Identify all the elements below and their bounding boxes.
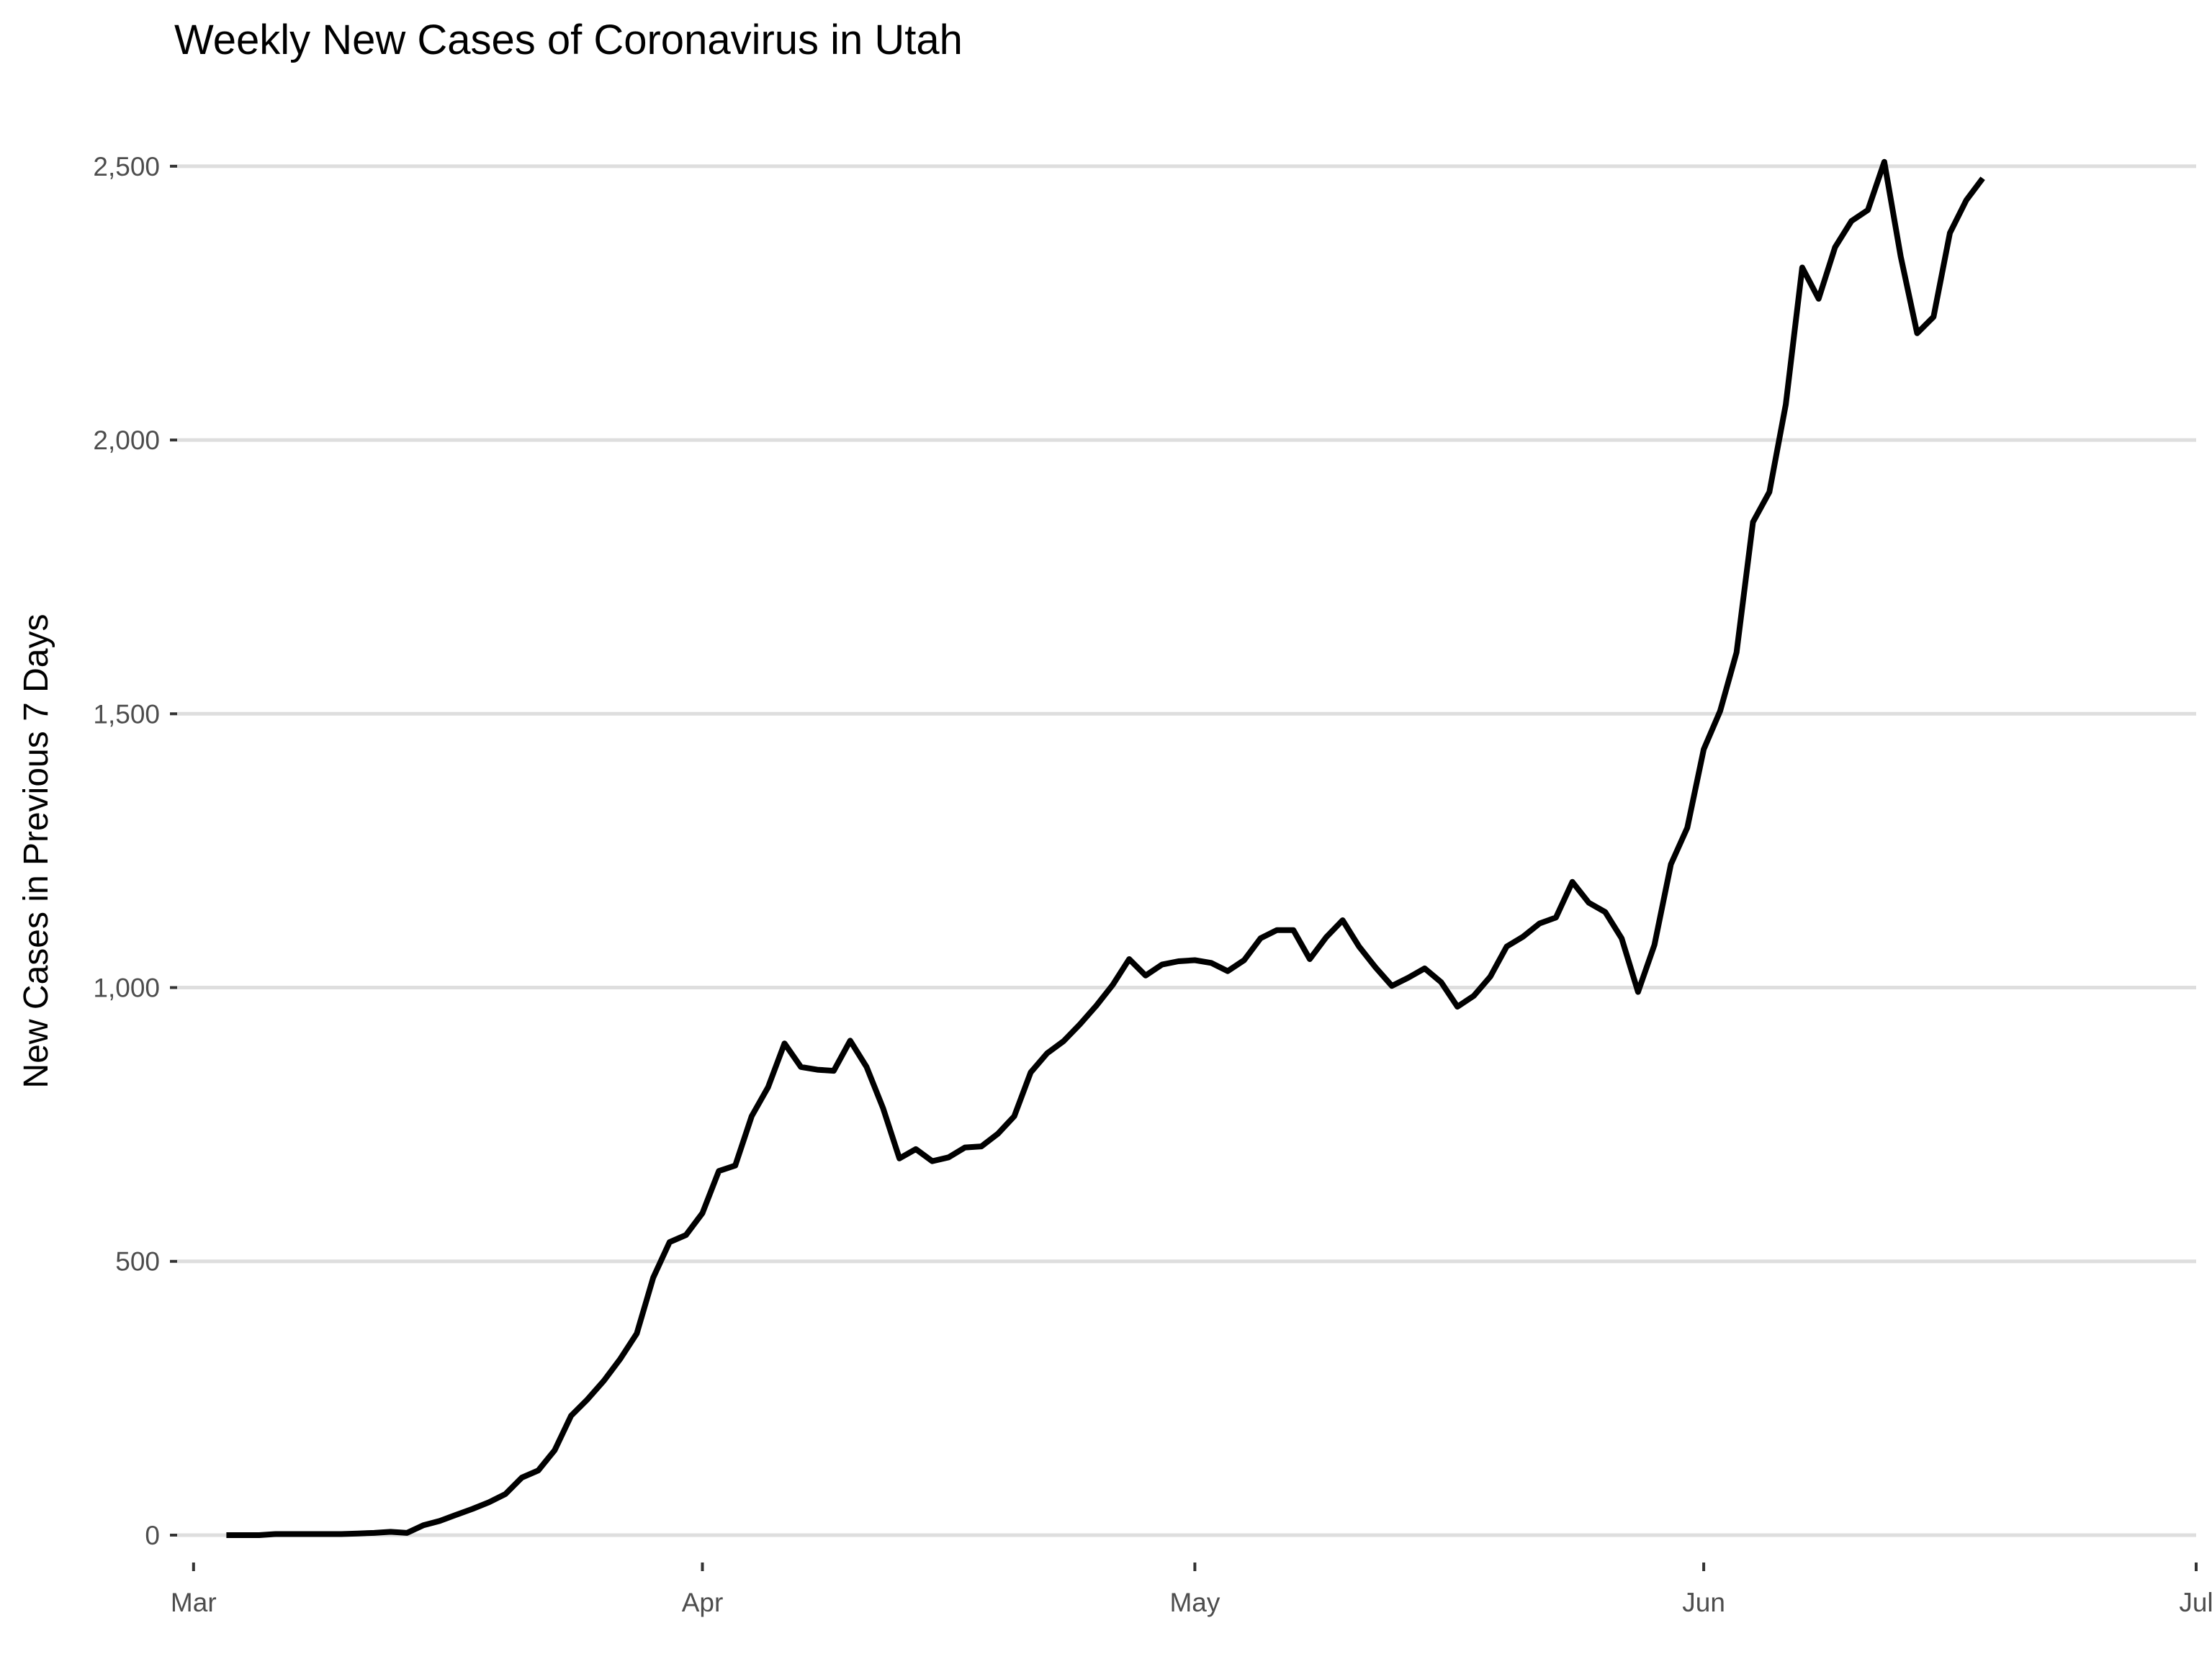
x-tick-label: Jun <box>1682 1588 1725 1617</box>
chart-title: Weekly New Cases of Coronavirus in Utah <box>174 17 963 63</box>
series-layer <box>226 158 1985 1538</box>
axis-ticks <box>170 164 2198 1571</box>
x-tick-labels: Mar Apr May Jun Jul <box>171 1588 2212 1617</box>
y-tick-label: 0 <box>145 1521 160 1550</box>
y-axis-label: New Cases in Previous 7 Days <box>17 614 55 1089</box>
x-tick-label: May <box>1169 1588 1220 1617</box>
x-tick-label: Jul <box>2179 1588 2212 1617</box>
x-tick-label: Apr <box>682 1588 724 1617</box>
y-tick-label: 2,000 <box>93 426 160 455</box>
series-line <box>226 158 1985 1538</box>
grid-lines <box>177 164 2196 1537</box>
y-tick-labels: 0 500 1,000 1,500 2,000 2,500 <box>93 152 160 1550</box>
y-tick-label: 1,500 <box>93 699 160 729</box>
y-tick-label: 2,500 <box>93 152 160 181</box>
y-tick-label: 1,000 <box>93 974 160 1003</box>
x-tick-label: Mar <box>171 1588 217 1617</box>
y-tick-label: 500 <box>115 1247 160 1277</box>
